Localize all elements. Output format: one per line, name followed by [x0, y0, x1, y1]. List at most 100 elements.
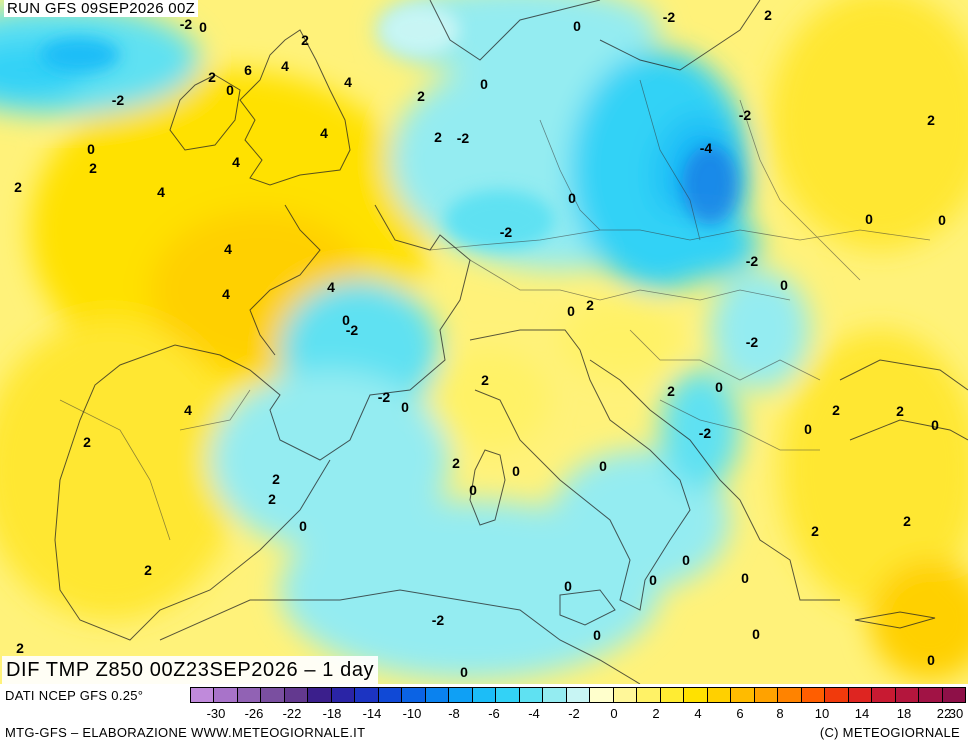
map-value-label: 0 [460, 664, 468, 680]
anomaly-field-detail [40, 5, 738, 250]
map-value-label: 0 [682, 552, 690, 568]
map-value-label: 4 [320, 125, 328, 141]
temperature-anomaly-map: -2 0 -2 2 0 2 6 4 2 0 4 2 -2 0 -2 2 4 2 -2 0 2 4 -4 2 4 0 0 0 -2 4 -2 0… [0, 0, 968, 684]
map-value-label: 0 [599, 458, 607, 474]
color-scale-tick-label: 2 [652, 706, 660, 721]
map-value-label: -2 [699, 425, 712, 441]
map-value-label: 0 [780, 277, 788, 293]
map-value-label: 2 [811, 523, 819, 539]
map-value-label: -2 [739, 107, 752, 123]
color-scale-cell [191, 688, 215, 702]
map-value-label: 0 [715, 379, 723, 395]
map-value-label: 2 [903, 513, 911, 529]
color-scale-tick-label: -26 [244, 706, 264, 721]
color-scale-cell [261, 688, 285, 702]
color-scale-bar [190, 687, 966, 703]
map-value-label: 0 [564, 578, 572, 594]
color-scale-tick-label: 8 [776, 706, 784, 721]
map-value-label: 2 [16, 640, 24, 656]
map-value-label: -2 [500, 224, 513, 240]
map-value-label: 2 [301, 32, 309, 48]
map-value-label: -2 [112, 92, 125, 108]
color-scale-cell [637, 688, 661, 702]
map-value-label: 4 [224, 241, 232, 257]
color-scale-tick-label: 0 [610, 706, 618, 721]
run-label: RUN GFS 09SEP2026 00Z [4, 0, 199, 17]
color-scale-cell [237, 688, 262, 702]
color-scale-tick-label: 6 [736, 706, 744, 721]
color-scale-cell [707, 688, 732, 702]
map-value-label: -2 [746, 253, 759, 269]
color-scale-cell [825, 688, 849, 702]
color-scale-cell [590, 688, 614, 702]
map-value-label: 2 [927, 112, 935, 128]
map-value-label: 0 [512, 463, 520, 479]
color-scale-ticks: -30 -26 -22 -18 -14 -10 -8 -6 -4 -2 0 2 4 6 8 10 14 18 22 3… [190, 706, 966, 722]
map-value-label: 4 [157, 184, 165, 200]
map-value-label: 2 [208, 69, 216, 85]
map-value-label: 0 [649, 572, 657, 588]
color-scale-tick-label: -14 [362, 706, 382, 721]
map-value-label: -2 [746, 334, 759, 350]
map-value-label: 0 [401, 399, 409, 415]
color-scale-cell [402, 688, 426, 702]
map-value-label: 0 [938, 212, 946, 228]
map-value-label: 4 [222, 286, 230, 302]
color-scale-cell [801, 688, 826, 702]
color-scale-cell [331, 688, 356, 702]
map-value-label: 4 [327, 279, 335, 295]
map-value-label: 0 [567, 303, 575, 319]
color-scale-cell [731, 688, 755, 702]
color-scale-cell [449, 688, 473, 702]
copyright-label: (C) METEOGIORNALE [819, 725, 960, 740]
map-value-label: 2 [272, 471, 280, 487]
map-value-label: -2 [432, 612, 445, 628]
color-scale-cell [872, 688, 896, 702]
color-scale-cell [778, 688, 802, 702]
map-value-label: 0 [741, 570, 749, 586]
color-scale-tick-label: -2 [568, 706, 580, 721]
color-scale-tick-label: 18 [896, 706, 912, 721]
map-value-label: 0 [87, 141, 95, 157]
map-value-label: 4 [344, 74, 352, 90]
color-scale-tick-label: 10 [814, 706, 830, 721]
map-value-label: 2 [144, 562, 152, 578]
map-value-label: 2 [896, 403, 904, 419]
color-scale-tick-label: -6 [488, 706, 500, 721]
map-value-label: 0 [593, 627, 601, 643]
credit-label: MTG-GFS – ELABORAZIONE WWW.METEOGIORNALE… [5, 725, 366, 740]
map-value-label: 2 [764, 7, 772, 23]
color-scale-cell [543, 688, 567, 702]
map-value-label: 0 [804, 421, 812, 437]
color-scale-cell [566, 688, 591, 702]
map-value-label: 2 [268, 491, 276, 507]
map-canvas: -2 0-2 2026 420 42-20-2 24 2 -202 4-42 4 00 0-24-20… [0, 0, 968, 684]
borders [59, 79, 931, 541]
map-value-labels: -2 0-2 2026 420 42-20-2 24 2 -202 4-42 4 00 0-24-20… [14, 7, 946, 680]
map-value-label: 2 [452, 455, 460, 471]
color-scale-tick-label: 4 [694, 706, 702, 721]
map-value-label: 6 [244, 62, 252, 78]
color-scale-cell [895, 688, 920, 702]
color-scale-tick-label: -10 [402, 706, 422, 721]
map-value-label: 4 [184, 402, 192, 418]
map-value-label: 0 [226, 82, 234, 98]
color-scale-cell [684, 688, 708, 702]
map-value-label: -4 [700, 140, 713, 156]
color-scale-tick-label: -22 [282, 706, 302, 721]
color-scale-tick-label: -30 [206, 706, 226, 721]
color-scale-cell [848, 688, 873, 702]
color-scale-cell [919, 688, 943, 702]
map-value-label: 2 [667, 383, 675, 399]
map-value-label: -2 [663, 9, 676, 25]
map-value-label: 0 [342, 312, 350, 328]
color-scale-tick-label: -18 [322, 706, 342, 721]
color-scale-cell [355, 688, 379, 702]
coastlines [54, 0, 968, 684]
map-value-label: -2 [180, 16, 193, 32]
color-scale-tick-label: -8 [448, 706, 460, 721]
map-value-label: -2 [457, 130, 470, 146]
color-scale-cell [613, 688, 638, 702]
color-scale-cell [519, 688, 544, 702]
color-scale-tick-label: 14 [854, 706, 870, 721]
